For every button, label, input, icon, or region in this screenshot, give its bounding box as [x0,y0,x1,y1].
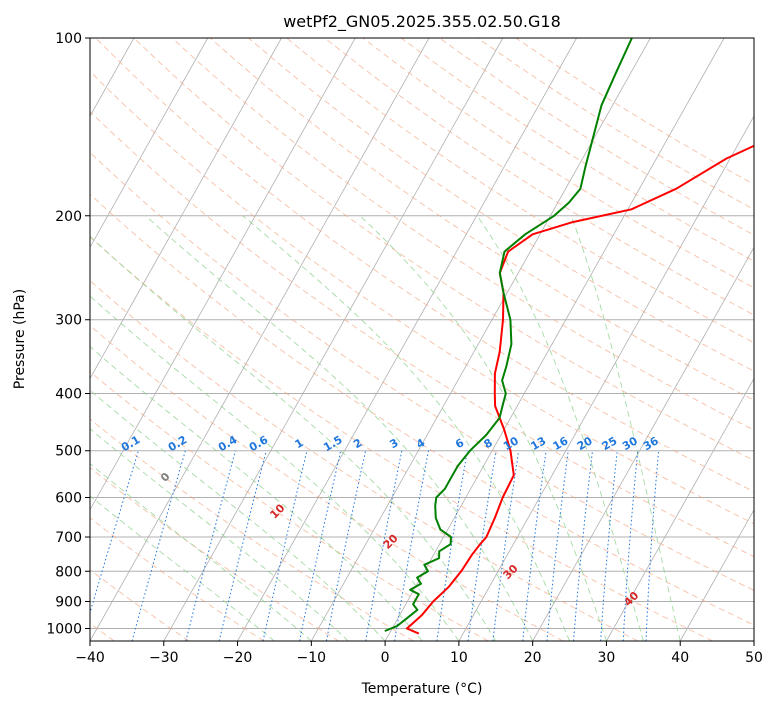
dry-adiabat-line [90,70,754,525]
x-tick-label: 30 [598,650,616,666]
moist-adiabat-line [90,235,497,641]
y-axis-ticks: 1000 900 800 700 600 500 400 300 200 100 [46,31,90,637]
dry-adiabat-line [362,38,754,289]
mixing-ratio-line [131,450,186,641]
y-tick-label: 700 [55,530,82,546]
x-tick-label: 50 [745,650,763,666]
dry-adiabat-line [248,38,754,372]
y-tick-label: 600 [55,490,82,506]
dry-adiabat-line [90,324,564,641]
dry-adiabat-line [90,236,713,641]
x-tick-label: −30 [149,650,179,666]
y-tick-label: 200 [55,209,82,225]
x-tick-label: −20 [223,650,253,666]
dry-adiabat-line [95,38,754,493]
mixing-ratio-line [394,450,429,641]
isotherm-line [532,246,754,641]
dry-adiabat-line [90,110,754,558]
y-tick-label: 300 [55,313,82,329]
isotherm-line [90,38,282,380]
plot-frame [89,37,755,642]
mixing-ratio-line [436,450,468,641]
dewpoint-trace [384,38,633,632]
chart-title: wetPf2_GN05.2025.355.02.50.G18 [283,12,561,32]
isotherm-line [90,38,209,249]
moist-adiabat-line [145,215,534,641]
y-tick-label: 500 [55,444,82,460]
moist-adiabat-line [476,215,644,641]
moist-adiabat-line [242,215,571,641]
dry-adiabat-line [90,193,754,626]
moist-adiabat-line [90,428,349,641]
isotherm-line [458,115,754,641]
dry-adiabat-line [90,151,754,591]
moist-adiabat-line [359,215,607,641]
mixing-ratio-lines [90,450,660,641]
x-tick-label: −10 [297,650,327,666]
mixing-ratio-line [467,450,497,641]
moist-adiabat-line [90,389,386,641]
x-tick-label: −40 [75,650,105,666]
y-tick-label: 900 [55,594,82,610]
y-axis-title: Pressure (hPa) [12,289,28,389]
x-tick-label: 10 [450,650,468,666]
isotherm-line [90,38,356,511]
moist-adiabat-line [90,463,312,641]
temperature-trace [405,144,754,635]
sounding-traces [384,38,754,635]
mixing-ratio-line [185,450,236,641]
dry-adiabat-line [210,38,754,401]
dry-adiabat-line [90,280,639,641]
isotherm-line [606,377,754,641]
dry-adiabat-line [286,38,754,344]
mixing-ratio-line [90,450,139,615]
isotherm-line [237,38,577,641]
y-tick-label: 1000 [46,621,82,637]
isotherm-line [310,38,651,641]
x-axis-ticks: −40 −30 −20 −10 0 10 20 30 40 50 [75,641,763,666]
y-tick-label: 400 [55,387,82,403]
isotherm-line [163,38,504,641]
moist-adiabat-line [90,346,423,641]
mixing-ratio-line [218,450,267,641]
x-tick-label: 20 [524,650,542,666]
dry-adiabat-line [90,569,190,641]
moist-adiabat-line [90,495,275,641]
mixing-ratio-line [522,450,547,641]
moist-adiabat-line [570,215,681,641]
isotherm-line [679,508,754,641]
plot-area: -100-90-80-70-60-50-40-30-20-10010203040… [90,38,754,641]
dry-adiabat-line [90,467,339,641]
mixing-ratio-line [492,450,520,641]
isobar-lines [90,38,754,629]
dry-adiabat-line [90,517,265,641]
axes: −40 −30 −20 −10 0 10 20 30 40 50 1000 900 800 700 600 5… [46,31,763,666]
mixing-ratio-line [262,450,308,641]
y-tick-label: 100 [55,31,82,47]
y-tick-label: 800 [55,564,82,580]
x-tick-label: 0 [381,650,390,666]
x-tick-label: 40 [671,650,689,666]
moist-adiabat-lines [90,215,681,641]
dry-adiabat-line [90,418,414,641]
isotherm-line [384,38,725,641]
x-axis-title: Temperature (°C) [361,681,483,697]
